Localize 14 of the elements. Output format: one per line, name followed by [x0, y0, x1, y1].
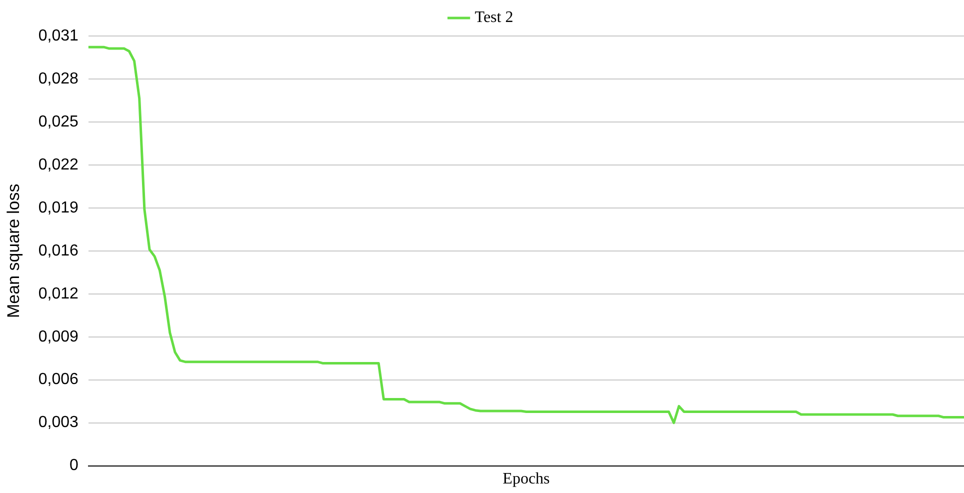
y-tick-label: 0,009 — [38, 328, 79, 346]
y-tick-label: 0,028 — [38, 70, 79, 88]
y-axis-title: Mean square loss — [4, 184, 23, 318]
y-tick-label: 0,031 — [38, 27, 79, 44]
y-tick-label: 0,016 — [38, 242, 79, 260]
y-tick-label: 0,025 — [38, 113, 79, 130]
y-tick-label: 0,006 — [38, 371, 79, 388]
y-tick-label: 0,012 — [38, 285, 79, 302]
y-tick-label: 0 — [70, 457, 79, 474]
y-tick-label: 0,019 — [38, 199, 79, 216]
x-axis-title: Epochs — [502, 470, 550, 488]
legend-label: Test 2 — [474, 9, 514, 26]
y-tick-label: 0,003 — [38, 414, 79, 432]
y-tick-label: 0,022 — [38, 156, 79, 174]
